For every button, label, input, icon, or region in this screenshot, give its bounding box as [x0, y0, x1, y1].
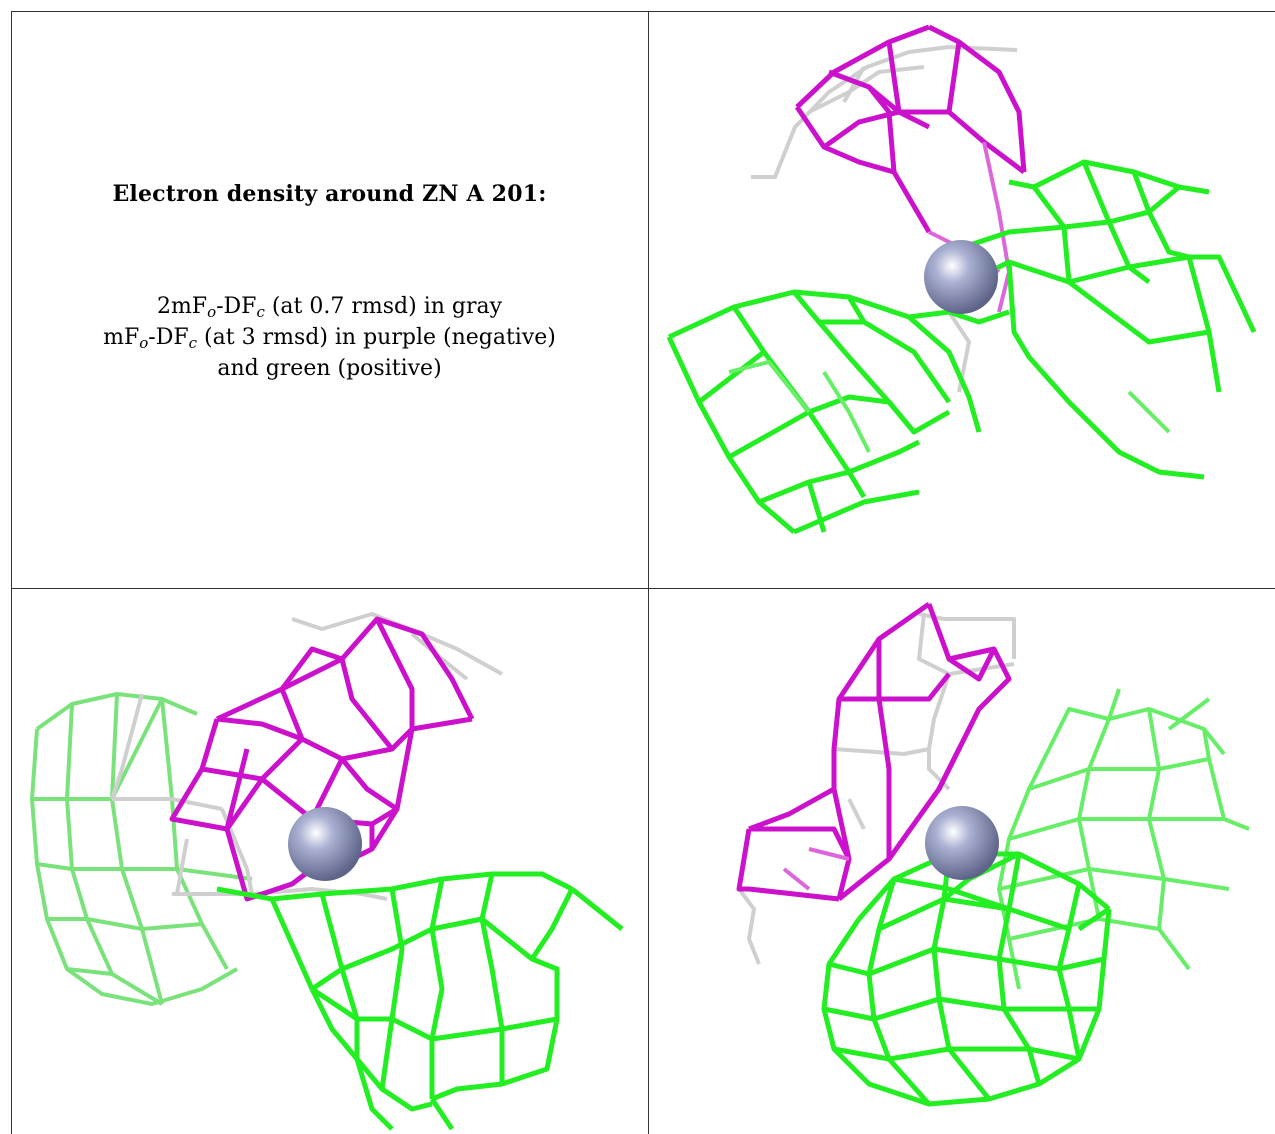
caption-cell: Electron density around ZN A 201: 2mFo-D… [11, 11, 648, 588]
grid-divider-horizontal [11, 588, 1275, 589]
legend-gray-c: -DF [216, 294, 257, 319]
legend-line-green: and green (positive) [217, 356, 442, 381]
legend-purple-c: -DF [148, 325, 189, 350]
legend-line-purple: mFo-DFc (at 3 rmsd) in purple (negative) [11, 322, 648, 353]
zinc-atom [288, 807, 362, 881]
purple-mesh [794, 24, 1027, 234]
density-view-2 [30, 612, 624, 1131]
green-mesh [666, 159, 1257, 535]
legend-purple-a: mF [103, 325, 140, 350]
grid-border-left [11, 11, 12, 1134]
figure-legend: 2mFo-DFc (at 0.7 rmsd) in gray mFo-DFc (… [11, 291, 648, 384]
legend-line-gray: 2mFo-DFc (at 0.7 rmsd) in gray [11, 291, 648, 322]
legend-gray-a: 2mF [156, 294, 208, 319]
green-mesh [216, 871, 624, 1131]
legend-purple-b: o [139, 334, 149, 352]
figure-title: Electron density around ZN A 201: [112, 181, 547, 207]
zinc-atom [924, 240, 998, 314]
green-mesh [821, 851, 1112, 1107]
zinc-atom [925, 806, 999, 880]
density-panel-bottom-right [649, 589, 1275, 1134]
density-view-3 [736, 601, 1250, 1107]
green-mesh-faint [997, 688, 1250, 990]
density-panel-top-right [649, 12, 1275, 588]
grid-divider-vertical [648, 11, 649, 1134]
purple-mesh-faint [782, 847, 850, 891]
legend-gray-b: o [207, 303, 217, 321]
density-panel-bottom-left [12, 589, 648, 1134]
grid-border-top [11, 11, 1275, 12]
density-view-1 [666, 24, 1257, 535]
legend-purple-d: c [188, 334, 198, 352]
legend-purple-e: (at 3 rmsd) in purple (negative) [197, 325, 556, 350]
figure-grid: Electron density around ZN A 201: 2mFo-D… [11, 11, 1275, 1134]
legend-gray-d: c [256, 303, 265, 321]
legend-gray-e: (at 0.7 rmsd) in gray [264, 294, 503, 319]
green-mesh-faint-left [30, 692, 253, 1006]
green-mesh-faint [728, 360, 1171, 453]
